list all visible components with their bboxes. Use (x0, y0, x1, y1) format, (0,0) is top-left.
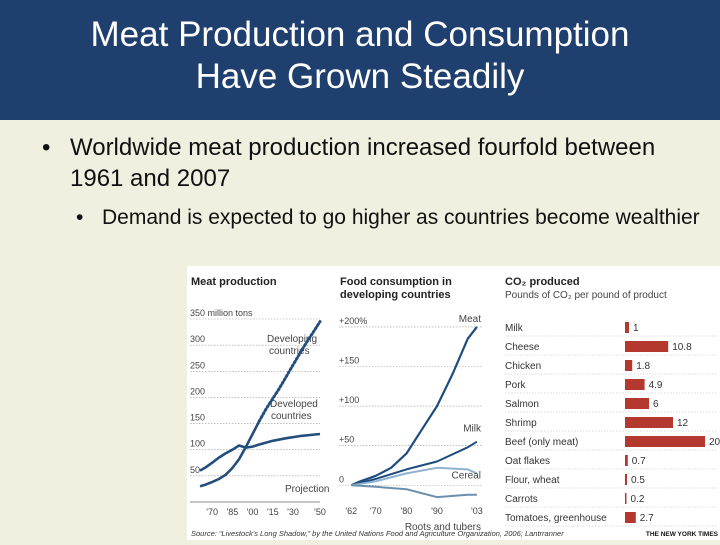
series-line-developing-countries-projection (257, 320, 322, 423)
x-tick-label: '70 (370, 506, 382, 516)
category-label: Pork (505, 380, 527, 391)
developed-countries-label-2: countries (271, 411, 312, 422)
bar-value-label: 6 (653, 399, 659, 410)
bullet-list: • Worldwide meat production increased fo… (0, 120, 720, 270)
y-tick-label: 100 (190, 439, 205, 449)
x-tick-label: '80 (401, 506, 413, 516)
x-tick-label: '15 (267, 507, 279, 517)
series-line-roots-and-tubers (351, 484, 477, 499)
category-label: Beef (only meat) (505, 437, 578, 448)
category-label: Chicken (505, 361, 541, 372)
bar-value-label: 2.7 (640, 513, 654, 524)
series-line-cereal (351, 466, 478, 487)
co2-bar (625, 474, 627, 485)
bar-value-label: 12 (677, 418, 689, 429)
slide-title-line-2: Have Grown Steadily (195, 57, 525, 96)
x-tick-label: '70 (206, 507, 218, 517)
category-label: Cheese (505, 342, 540, 353)
category-label: Salmon (505, 399, 539, 410)
bullet-1-text: Worldwide meat production increased four… (70, 134, 656, 192)
series-label: Roots and tubers (405, 522, 481, 533)
bar-value-label: 10.8 (672, 342, 692, 353)
bullet-dot-icon: • (76, 206, 84, 229)
meat-production-unit-label: 350 million tons (190, 308, 253, 318)
projection-label: Projection (285, 484, 329, 495)
y-tick-label: +50 (339, 435, 354, 445)
x-tick-label: '03 (471, 506, 483, 516)
y-tick-label: +200% (339, 316, 367, 326)
x-tick-label: '00 (247, 507, 259, 517)
y-tick-label: 200 (190, 386, 205, 396)
co2-bar (625, 417, 673, 428)
y-tick-label: +150 (339, 356, 359, 366)
co2-bar (625, 455, 628, 466)
y-tick-label: 50 (190, 465, 200, 475)
title-bar: Meat Production and Consumption Have Gro… (0, 0, 720, 120)
x-tick-label: '90 (431, 506, 443, 516)
nyt-credit: THE NEW YORK TIMES (646, 531, 719, 538)
bullet-2-text: Demand is expected to go higher as count… (102, 206, 700, 229)
co2-title: CO₂ produced (505, 276, 580, 288)
co2-bar (625, 512, 636, 523)
co2-bar (625, 379, 645, 390)
co2-bar (625, 436, 705, 447)
source-note: Source: “Livestock’s Long Shadow,” by th… (191, 529, 564, 538)
developing-countries-label-2: countries (269, 346, 310, 357)
developed-countries-label-1: Developed (270, 399, 318, 410)
bar-value-label: 1.8 (636, 361, 650, 372)
food-consumption-title-1: Food consumption in (340, 276, 452, 288)
co2-bar (625, 360, 633, 371)
bullet-1: • Worldwide meat production increased fo… (42, 132, 684, 194)
y-tick-label: 300 (190, 334, 205, 344)
x-tick-label: '30 (287, 507, 299, 517)
co2-bar (625, 493, 627, 504)
bar-value-label: 0.7 (632, 456, 646, 467)
co2-bar (625, 322, 629, 333)
bullet-dot-icon: • (42, 134, 51, 161)
co2-subtitle: Pounds of CO₂ per pound of product (505, 290, 667, 301)
y-tick-label: 150 (190, 413, 205, 423)
x-tick-label: '62 (345, 506, 357, 516)
bar-value-label: 0.2 (631, 494, 645, 505)
developing-countries-label-1: Developing (267, 334, 317, 345)
bar-value-label: 0.5 (631, 475, 645, 486)
category-label: Oat flakes (505, 456, 550, 467)
series-line-meat (350, 326, 478, 487)
y-tick-label: +100 (339, 395, 359, 405)
series-line-developed-countries (199, 432, 321, 472)
y-tick-label: 250 (190, 360, 205, 370)
category-label: Tomatoes, greenhouse (505, 513, 607, 524)
co2-bar (625, 398, 649, 409)
slide-title-line-1: Meat Production and Consumption (90, 15, 630, 54)
category-label: Carrots (505, 494, 538, 505)
bullet-2: • Demand is expected to go higher as cou… (76, 204, 708, 232)
y-tick-label: 0 (339, 474, 344, 484)
category-label: Shrimp (505, 418, 537, 429)
bar-value-label: 1 (633, 323, 639, 334)
infographic-chart: Meat production Developing countries Dev… (190, 276, 720, 538)
series-line-milk (351, 440, 478, 487)
infographic: Meat production Developing countries Dev… (187, 266, 720, 540)
co2-bar (625, 341, 669, 352)
bar-value-label: 20 (709, 437, 720, 448)
bar-value-label: 4.9 (649, 380, 663, 391)
category-label: Milk (505, 323, 524, 334)
food-consumption-title-2: developing countries (340, 289, 451, 301)
category-label: Flour, wheat (505, 475, 560, 486)
meat-production-title: Meat production (191, 276, 277, 288)
x-tick-label: '50 (314, 507, 326, 517)
series-label: Milk (463, 424, 482, 435)
series-line-developing-countries (199, 420, 261, 488)
x-tick-label: '85 (226, 507, 238, 517)
series-label: Cereal (452, 470, 481, 481)
series-label: Meat (459, 314, 481, 325)
